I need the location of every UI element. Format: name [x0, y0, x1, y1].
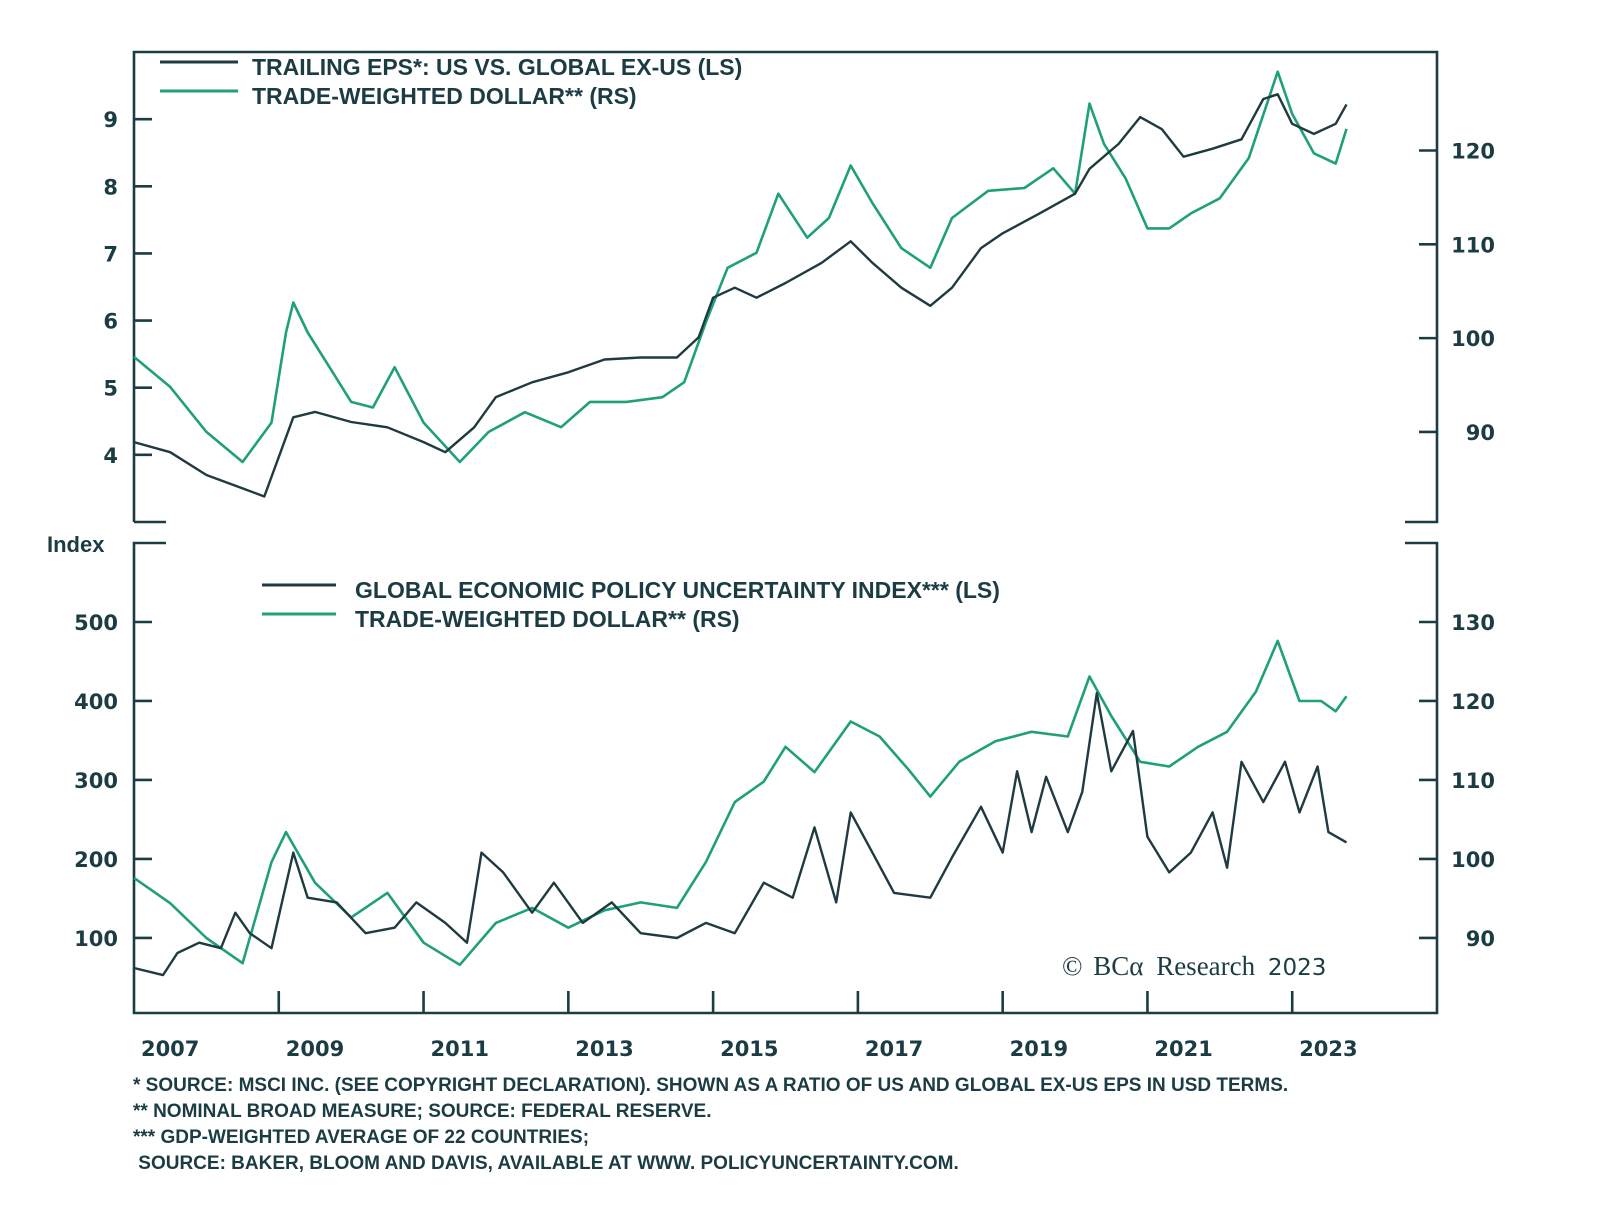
top-legend-label-eps: TRAILING EPS*: US VS. GLOBAL EX-US (LS): [252, 54, 742, 80]
top-series-group: [133, 70, 1348, 498]
top-series-eps-ratio-line: [133, 93, 1348, 498]
bottom-series-trade-weighted-dollar-line: [133, 639, 1348, 967]
bottom-left-tick-label: 400: [74, 690, 118, 714]
top-panel-frame: [132, 50, 1439, 524]
x-tick-label: 2019: [1010, 1037, 1068, 1061]
x-tick-label: 2015: [720, 1037, 778, 1061]
bottom-series-group: [133, 639, 1348, 977]
top-right-tick-label: 90: [1466, 421, 1495, 445]
bottom-right-tick-label: 100: [1451, 848, 1495, 872]
footnote-3: *** GDP-WEIGHTED AVERAGE OF 22 COUNTRIES…: [133, 1127, 589, 1148]
bottom-right-tick-label: 90: [1466, 927, 1495, 951]
x-tick-label: 2023: [1299, 1037, 1357, 1061]
bottom-legend-label-dollar: TRADE-WEIGHTED DOLLAR** (RS): [355, 606, 740, 632]
x-axis: 2007 2009 2011 2013 2015 2017 2019 2021 2023: [141, 991, 1358, 1061]
top-series-trade-weighted-dollar-line: [133, 70, 1348, 464]
bottom-panel: Index 100 200 300 400 500 90 100 110 120 130 GLO…: [47, 532, 1495, 1061]
top-left-tick-label: 6: [103, 310, 118, 334]
copyright-symbol: ©: [1062, 951, 1083, 981]
bottom-left-tick-label: 200: [74, 848, 118, 872]
copyright-notice: © BCα Research 2023: [1062, 951, 1326, 981]
top-right-tick-label: 110: [1451, 233, 1495, 257]
bottom-series-policy-uncertainty-line: [133, 691, 1348, 977]
bottom-legend-label-epu: GLOBAL ECONOMIC POLICY UNCERTAINTY INDEX…: [355, 577, 1000, 603]
top-left-tick-label: 8: [103, 175, 118, 199]
bottom-right-tick-label: 120: [1451, 690, 1495, 714]
bottom-panel-frame: [132, 541, 1439, 1015]
x-tick-label: 2007: [141, 1037, 199, 1061]
top-legend-label-dollar: TRADE-WEIGHTED DOLLAR** (RS): [252, 83, 637, 109]
top-legend: TRAILING EPS*: US VS. GLOBAL EX-US (LS) …: [160, 54, 742, 109]
bottom-right-axis: 90 100 110 120 130: [1419, 611, 1495, 951]
bottom-left-axis: 100 200 300 400 500: [74, 611, 152, 951]
bottom-left-axis-title: Index: [47, 532, 105, 557]
x-tick-label: 2013: [575, 1037, 633, 1061]
copyright-text: Research: [1156, 951, 1255, 981]
bottom-left-tick-label: 300: [74, 769, 118, 793]
top-left-tick-label: 5: [103, 377, 118, 401]
x-tick-label: 2021: [1154, 1037, 1212, 1061]
bottom-right-tick-label: 130: [1451, 611, 1495, 635]
bottom-right-tick-label: 110: [1451, 769, 1495, 793]
top-right-tick-label: 100: [1451, 327, 1495, 351]
bottom-left-tick-label: 100: [74, 927, 118, 951]
x-tick-label: 2009: [286, 1037, 344, 1061]
top-right-axis: 90 100 110 120: [1419, 140, 1495, 445]
x-tick-label: 2017: [865, 1037, 923, 1061]
bottom-legend: GLOBAL ECONOMIC POLICY UNCERTAINTY INDEX…: [262, 577, 1000, 632]
top-right-tick-label: 120: [1451, 140, 1495, 164]
footnotes: * SOURCE: MSCI INC. (SEE COPYRIGHT DECLA…: [133, 1075, 1288, 1174]
bottom-left-tick-label: 500: [74, 611, 118, 635]
top-left-tick-label: 7: [103, 242, 118, 266]
top-left-tick-label: 4: [103, 444, 118, 468]
footnote-4: SOURCE: BAKER, BLOOM AND DAVIS, AVAILABL…: [133, 1153, 959, 1174]
top-left-axis: 4 5 6 7 8 9: [103, 108, 152, 468]
x-tick-label: 2011: [431, 1037, 489, 1061]
copyright-year: 2023: [1268, 955, 1327, 981]
footnote-1: * SOURCE: MSCI INC. (SEE COPYRIGHT DECLA…: [133, 1075, 1288, 1096]
copyright-brand: BCα: [1093, 951, 1143, 981]
top-panel: 4 5 6 7 8 9 90 100 110 120 TRAILING EPS*: US VS.…: [103, 50, 1495, 524]
top-left-tick-label: 9: [103, 108, 118, 132]
footnote-2: ** NOMINAL BROAD MEASURE; SOURCE: FEDERA…: [133, 1101, 712, 1122]
